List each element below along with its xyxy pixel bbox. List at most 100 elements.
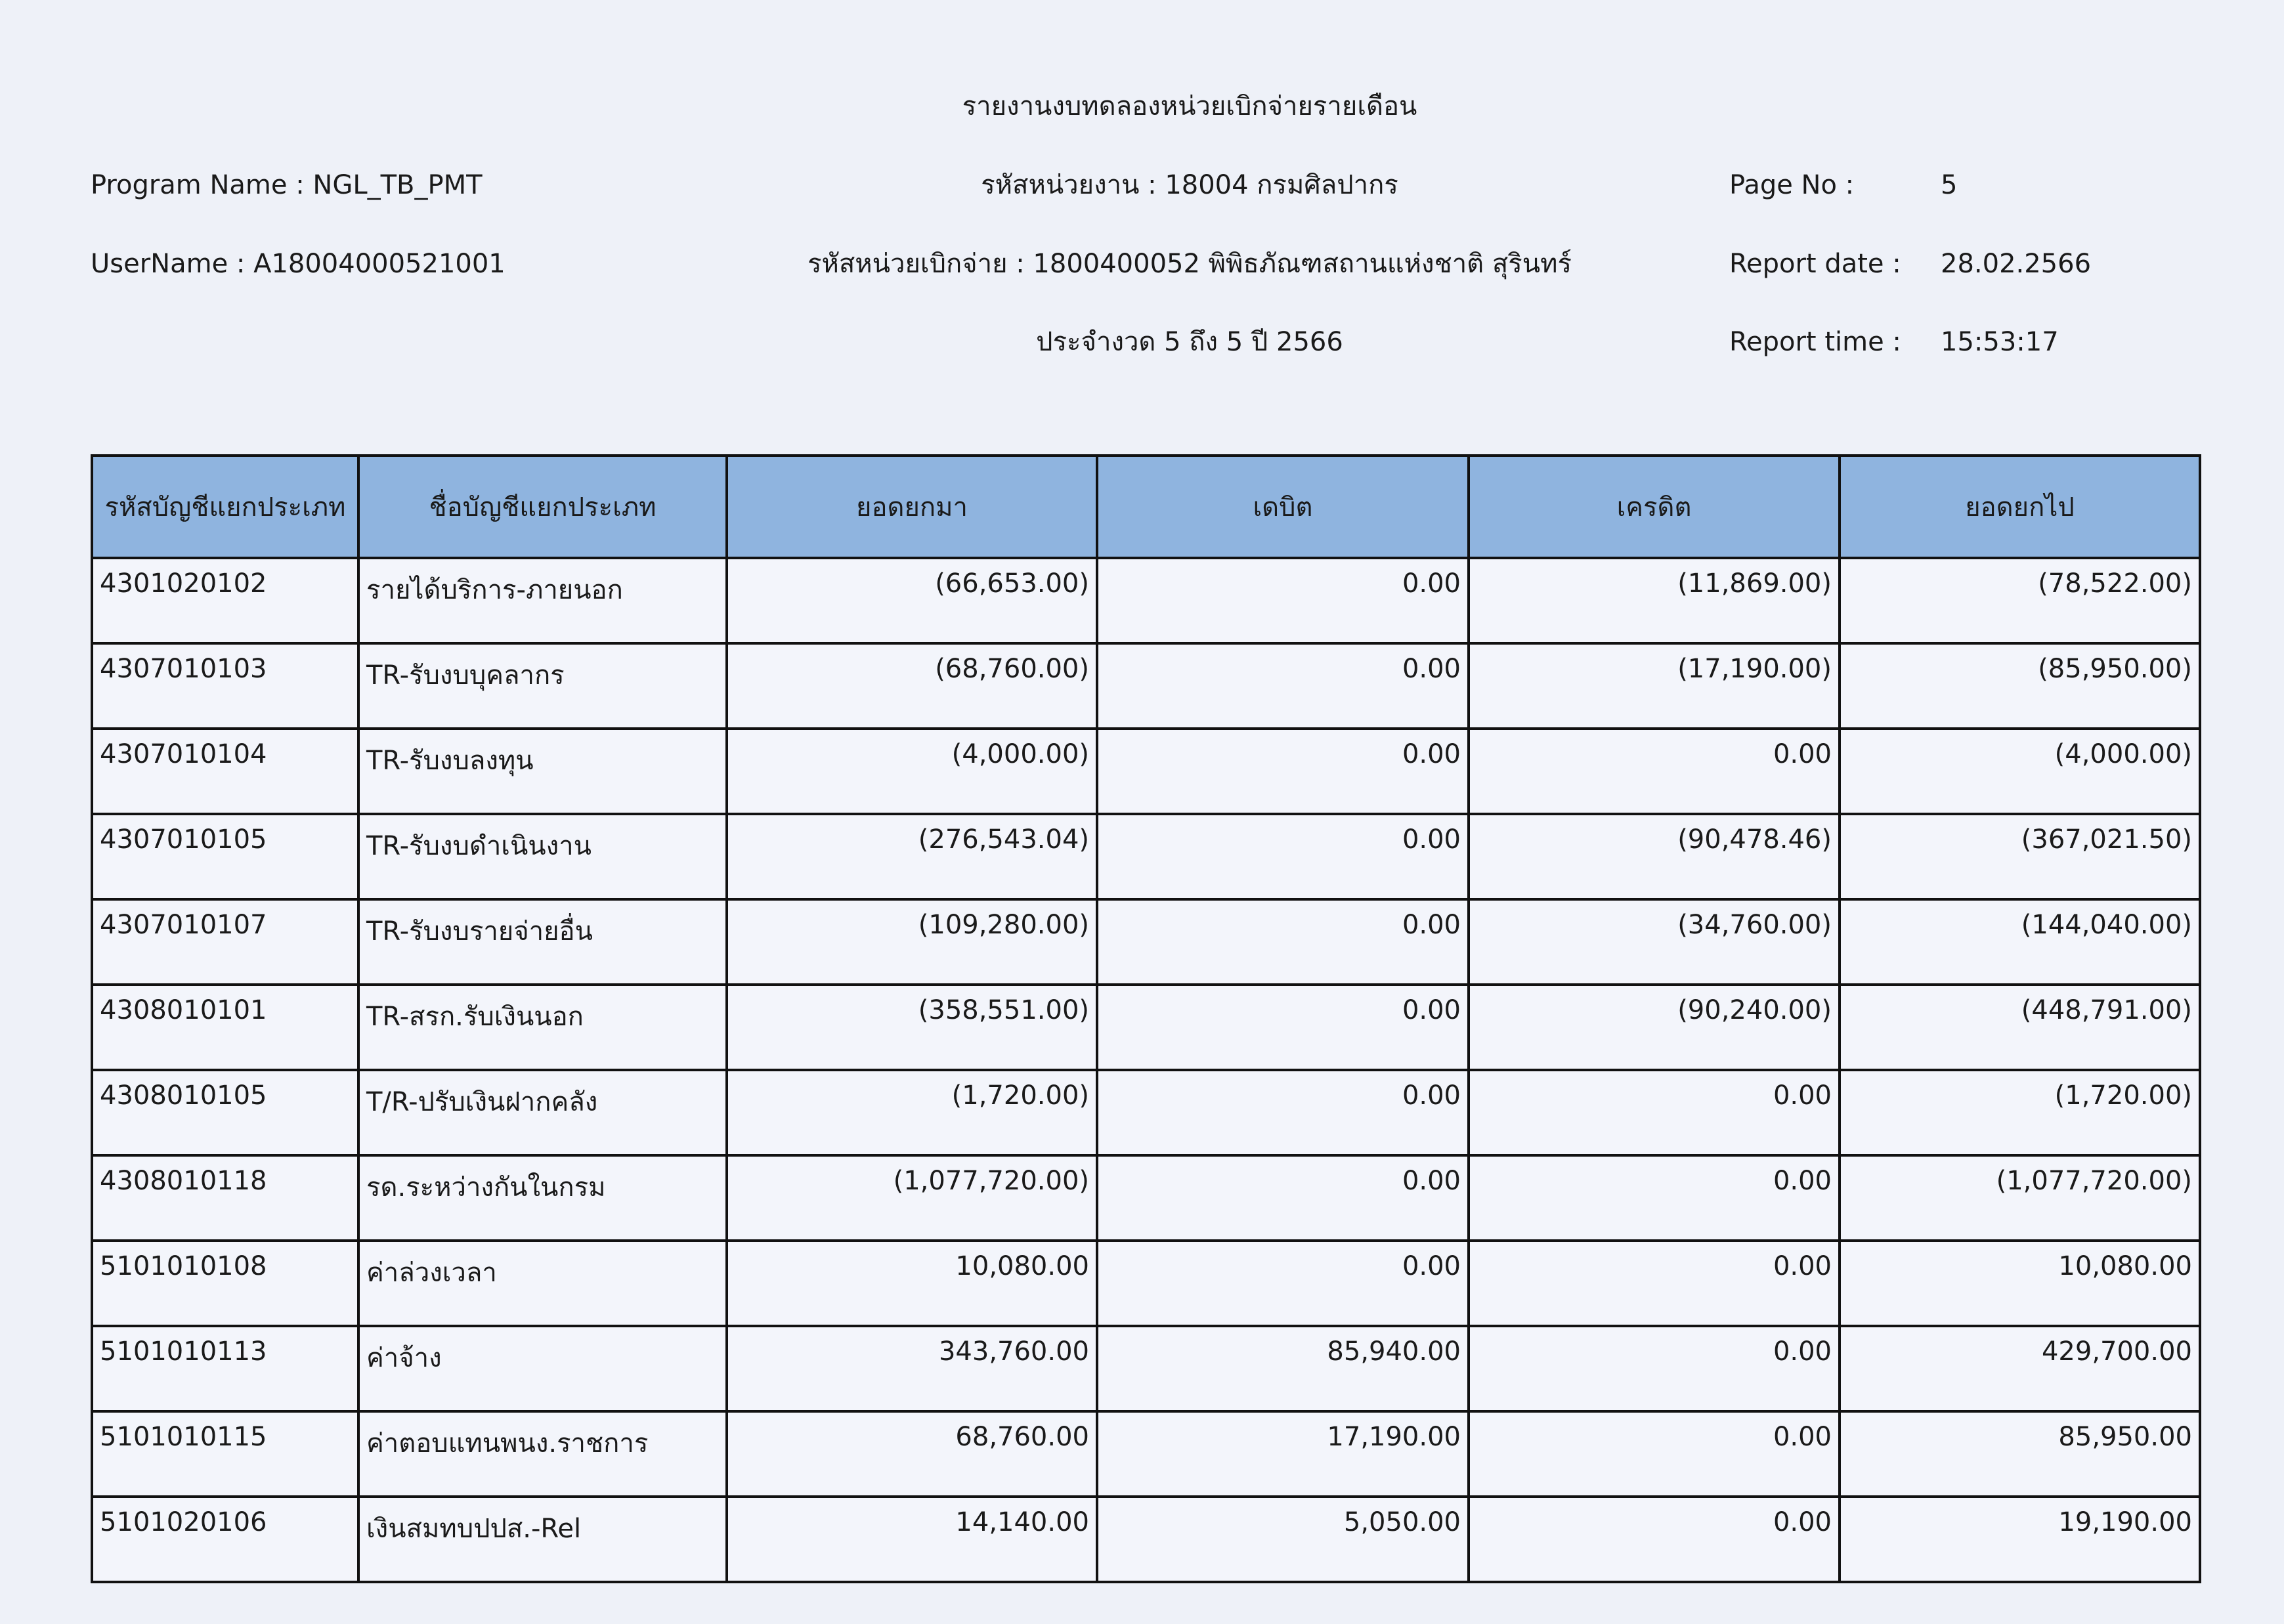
account-code: 4307010105 (91, 813, 360, 901)
column-header: เครดิต (1467, 454, 1841, 559)
account-name: TR-สรก.รับเงินนอก (357, 983, 728, 1071)
trial-balance-table: รหัสบัญชีแยกประเภท ชื่อบัญชีแยกประเภท ยอดย… (91, 454, 2201, 1583)
balance-brought-forward: (68,760.00) (725, 642, 1098, 730)
balance-brought-forward: (276,543.04) (725, 813, 1098, 901)
balance-carried-forward: (1,720.00) (1838, 1069, 2201, 1157)
account-name: ค่าล่วงเวลา (357, 1239, 728, 1327)
account-name: เงินสมทบปปส.-Rel (357, 1495, 728, 1583)
account-name: TR-รับงบรายจ่ายอื่น (357, 898, 728, 986)
balance-carried-forward: (4,000.00) (1838, 727, 2201, 815)
account-name: TR-รับงบบุคลากร (357, 642, 728, 730)
balance-carried-forward: (1,077,720.00) (1838, 1154, 2201, 1242)
report-date-label: Report date : (1729, 249, 1901, 279)
account-name: TR-รับงบลงทุน (357, 727, 728, 815)
debit: 0.00 (1096, 642, 1470, 730)
account-code: 5101020106 (91, 1495, 360, 1583)
balance-brought-forward: 343,760.00 (725, 1325, 1098, 1413)
account-code: 4301020102 (91, 557, 360, 645)
column-header: ยอดยกมา (725, 454, 1098, 559)
page-value: 5 (1941, 170, 1958, 200)
account-name: รด.ระหว่างกันในกรม (357, 1154, 728, 1242)
balance-brought-forward: 68,760.00 (725, 1410, 1098, 1498)
balance-brought-forward: (1,720.00) (725, 1069, 1098, 1157)
credit: (17,190.00) (1467, 642, 1841, 730)
balance-carried-forward: (144,040.00) (1838, 898, 2201, 986)
credit: 0.00 (1467, 1325, 1841, 1413)
column-header: ชื่อบัญชีแยกประเภท (357, 454, 728, 559)
account-code: 5101010108 (91, 1239, 360, 1327)
table-row: 4308010118 รด.ระหว่างกันในกรม (1,077,720.0… (91, 1154, 2201, 1242)
balance-brought-forward: (358,551.00) (725, 983, 1098, 1071)
debit: 0.00 (1096, 813, 1470, 901)
username: UserName : A18004000521001 (91, 249, 506, 279)
account-name: ค่าจ้าง (357, 1325, 728, 1413)
balance-carried-forward: 429,700.00 (1838, 1325, 2201, 1413)
balance-carried-forward: 10,080.00 (1838, 1239, 2201, 1327)
credit: (11,869.00) (1467, 557, 1841, 645)
balance-brought-forward: (66,653.00) (725, 557, 1098, 645)
balance-carried-forward: (85,950.00) (1838, 642, 2201, 730)
credit: 0.00 (1467, 727, 1841, 815)
table-row: 5101020106 เงินสมทบปปส.-Rel 14,140.00 5,050… (91, 1495, 2201, 1583)
credit: (90,240.00) (1467, 983, 1841, 1071)
period: ประจำงวด 5 ถึง 5 ปี 2566 (1036, 327, 1343, 357)
credit: (34,760.00) (1467, 898, 1841, 986)
balance-carried-forward: 19,190.00 (1838, 1495, 2201, 1583)
balance-brought-forward: 10,080.00 (725, 1239, 1098, 1327)
report-time-label: Report time : (1729, 327, 1901, 357)
program-name: Program Name : NGL_TB_PMT (91, 170, 483, 200)
balance-carried-forward: 85,950.00 (1838, 1410, 2201, 1498)
table-row: 4301020102 รายได้บริการ-ภายนอก (66,653.00)… (91, 557, 2201, 645)
account-code: 4307010103 (91, 642, 360, 730)
credit: 0.00 (1467, 1495, 1841, 1583)
balance-brought-forward: 14,140.00 (725, 1495, 1098, 1583)
balance-carried-forward: (78,522.00) (1838, 557, 2201, 645)
report-title: รายงานงบทดลองหน่วยเบิกจ่ายรายเดือน (962, 91, 1417, 121)
table-row: 4307010105 TR-รับงบดำเนินงาน (276,543.04) 0… (91, 813, 2201, 901)
account-code: 4307010107 (91, 898, 360, 986)
balance-carried-forward: (367,021.50) (1838, 813, 2201, 901)
balance-brought-forward: (109,280.00) (725, 898, 1098, 986)
debit: 0.00 (1096, 1069, 1470, 1157)
debit: 0.00 (1096, 983, 1470, 1071)
account-code: 4308010118 (91, 1154, 360, 1242)
debit: 0.00 (1096, 557, 1470, 645)
balance-brought-forward: (4,000.00) (725, 727, 1098, 815)
account-name: ค่าตอบแทนพนง.ราชการ (357, 1410, 728, 1498)
account-name: TR-รับงบดำเนินงาน (357, 813, 728, 901)
debit: 85,940.00 (1096, 1325, 1470, 1413)
table-row: 4308010105 T/R-ปรับเงินฝากคลัง (1,720.00) 0… (91, 1069, 2201, 1157)
balance-brought-forward: (1,077,720.00) (725, 1154, 1098, 1242)
account-code: 4307010104 (91, 727, 360, 815)
account-name: T/R-ปรับเงินฝากคลัง (357, 1069, 728, 1157)
column-header: รหัสบัญชีแยกประเภท (91, 454, 360, 559)
table-row: 5101010113 ค่าจ้าง 343,760.00 85,940.00 0.00… (91, 1325, 2201, 1413)
table-row: 5101010108 ค่าล่วงเวลา 10,080.00 0.00 0.00 10… (91, 1239, 2201, 1327)
balance-carried-forward: (448,791.00) (1838, 983, 2201, 1071)
report-date-value: 28.02.2566 (1941, 249, 2092, 279)
debit: 0.00 (1096, 898, 1470, 986)
agency: รหัสหน่วยงาน : 18004 กรมศิลปากร (981, 170, 1398, 200)
debit: 17,190.00 (1096, 1410, 1470, 1498)
credit: 0.00 (1467, 1069, 1841, 1157)
header-row: รหัสบัญชีแยกประเภท ชื่อบัญชีแยกประเภท ยอดย… (91, 454, 2201, 559)
report-time-value: 15:53:17 (1941, 327, 2059, 357)
account-code: 4308010105 (91, 1069, 360, 1157)
table-row: 4307010107 TR-รับงบรายจ่ายอื่น (109,280.00… (91, 898, 2201, 986)
credit: 0.00 (1467, 1154, 1841, 1242)
table-row: 4307010104 TR-รับงบลงทุน (4,000.00) 0.00 0.0… (91, 727, 2201, 815)
column-header: เดบิต (1096, 454, 1470, 559)
debit: 0.00 (1096, 727, 1470, 815)
table-row: 5101010115 ค่าตอบแทนพนง.ราชการ 68,760.00 17… (91, 1410, 2201, 1498)
credit: (90,478.46) (1467, 813, 1841, 901)
page-label: Page No : (1729, 170, 1855, 200)
account-code: 4308010101 (91, 983, 360, 1071)
debit: 5,050.00 (1096, 1495, 1470, 1583)
debit: 0.00 (1096, 1239, 1470, 1327)
credit: 0.00 (1467, 1239, 1841, 1327)
disbursing-unit: รหัสหน่วยเบิกจ่าย : 1800400052 พิพิธภัณฑ… (808, 249, 1572, 279)
account-code: 5101010115 (91, 1410, 360, 1498)
account-code: 5101010113 (91, 1325, 360, 1413)
credit: 0.00 (1467, 1410, 1841, 1498)
debit: 0.00 (1096, 1154, 1470, 1242)
